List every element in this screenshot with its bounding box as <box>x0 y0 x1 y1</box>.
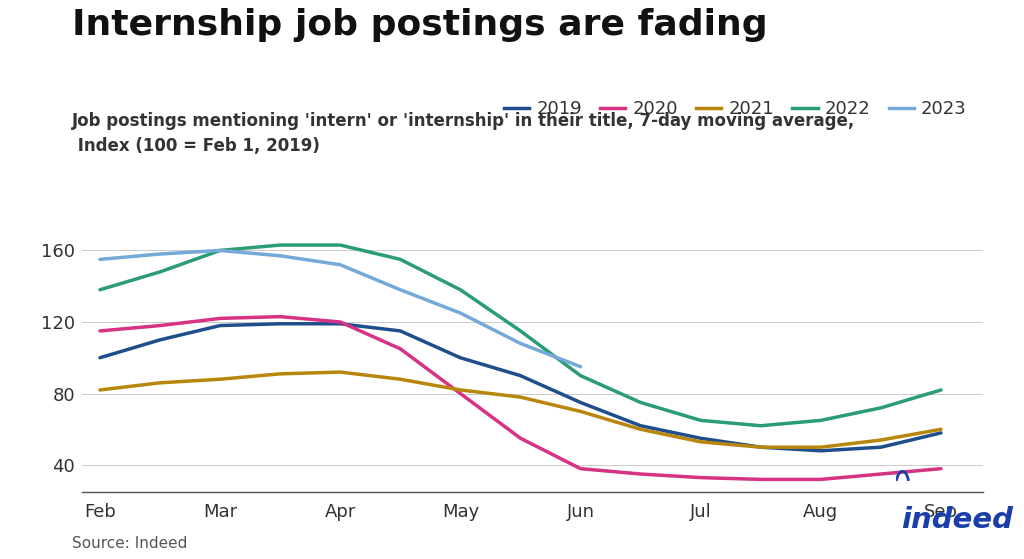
Text: Job postings mentioning 'intern' or 'internship' in their title, 7-day moving av: Job postings mentioning 'intern' or 'int… <box>72 112 855 155</box>
Legend: 2019, 2020, 2021, 2022, 2023: 2019, 2020, 2021, 2022, 2023 <box>497 93 974 126</box>
Text: indeed: indeed <box>901 506 1013 534</box>
Text: Source: Indeed: Source: Indeed <box>72 536 187 551</box>
Text: Internship job postings are fading: Internship job postings are fading <box>72 8 767 42</box>
